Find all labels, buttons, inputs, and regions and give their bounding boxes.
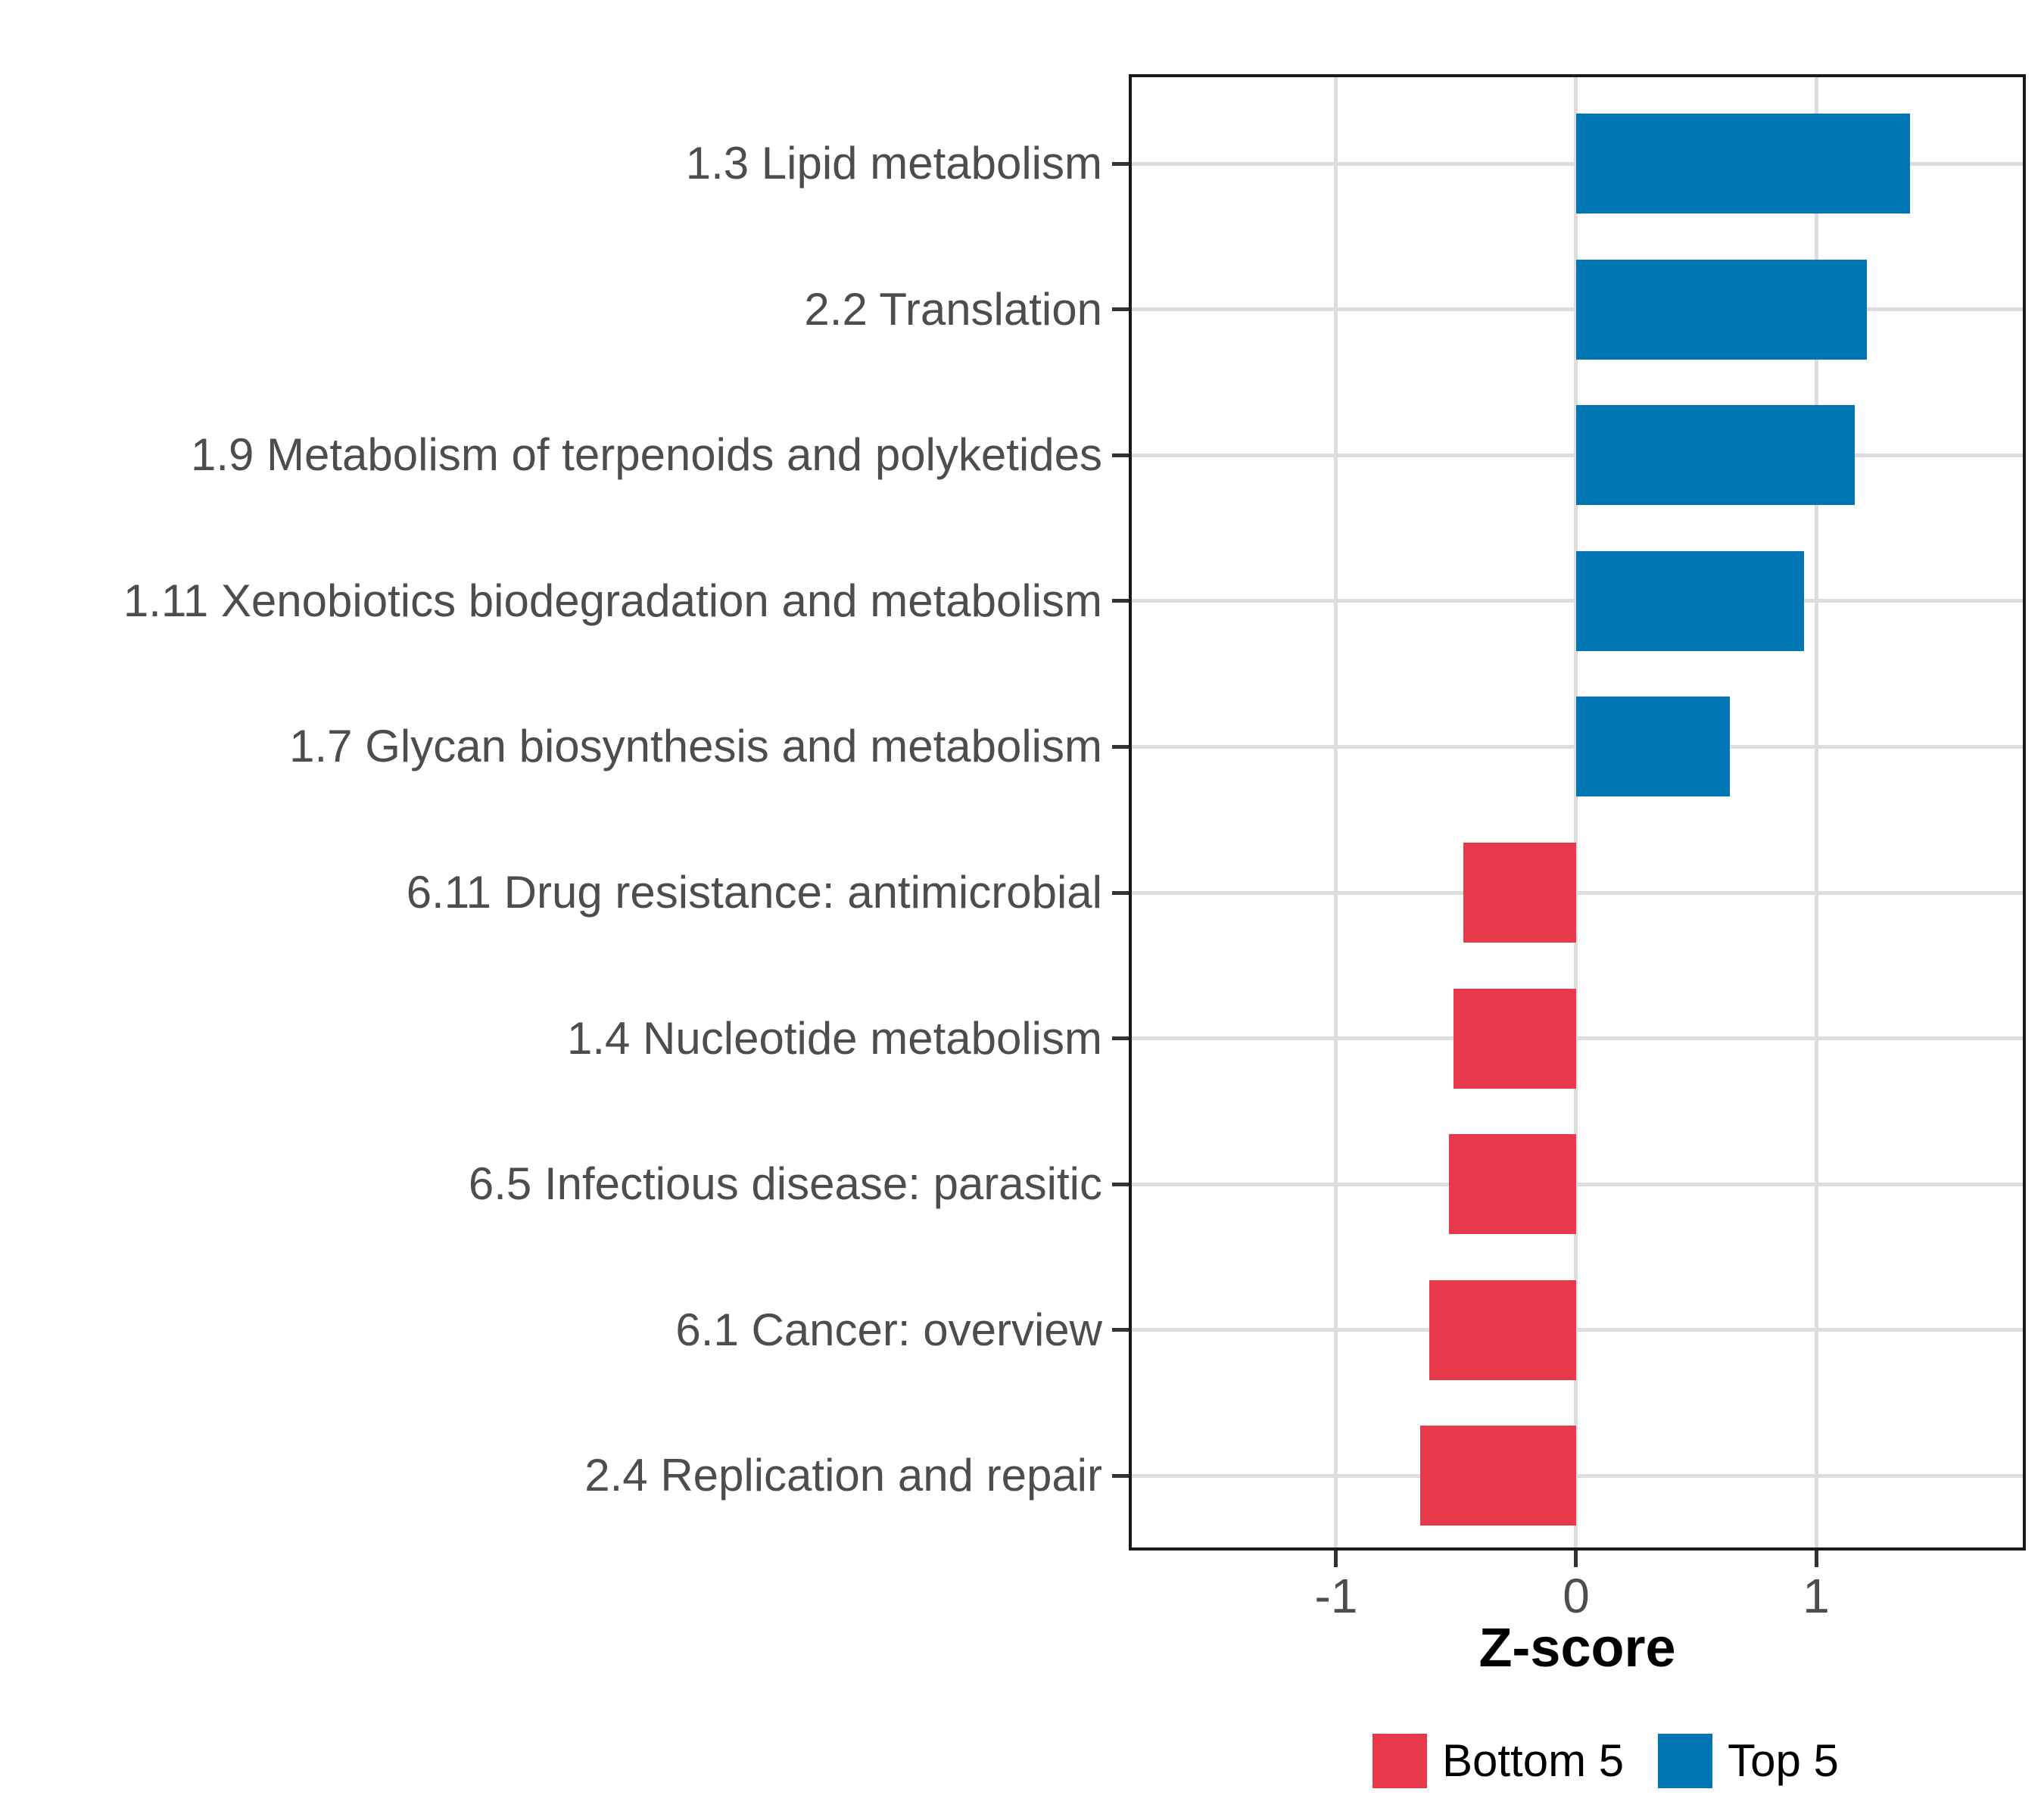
y-axis-tick: [1112, 1036, 1129, 1040]
gridline-vertical: [1334, 77, 1338, 1547]
y-axis-label: 2.2 Translation: [804, 284, 1102, 335]
y-axis-tick: [1112, 599, 1129, 603]
legend-label: Bottom 5: [1442, 1735, 1625, 1786]
y-axis-label: 2.4 Replication and repair: [584, 1450, 1102, 1501]
y-axis-label: 6.5 Infectious disease: parasitic: [468, 1158, 1102, 1209]
legend-label: Top 5: [1728, 1735, 1839, 1786]
x-axis-tick-label: 0: [1563, 1569, 1590, 1623]
x-axis-tick-label: -1: [1314, 1569, 1358, 1623]
bar: [1576, 697, 1730, 796]
y-axis-label: 1.11 Xenobiotics biodegradation and meta…: [123, 575, 1102, 626]
y-axis-label: 1.7 Glycan biosynthesis and metabolism: [289, 721, 1102, 771]
gridline-vertical: [1815, 77, 1818, 1547]
y-axis-label: 1.4 Nucleotide metabolism: [566, 1013, 1102, 1064]
y-axis-tick: [1112, 891, 1129, 895]
bar: [1576, 405, 1855, 505]
y-axis-label: 1.3 Lipid metabolism: [685, 138, 1102, 189]
legend: Bottom 5 Top 5: [1373, 1734, 1839, 1788]
bar: [1576, 551, 1804, 651]
y-axis-label: 1.9 Metabolism of terpenoids and polyket…: [190, 429, 1102, 480]
y-axis-tick: [1112, 745, 1129, 749]
bar: [1576, 260, 1867, 360]
x-axis-tick: [1574, 1551, 1578, 1567]
y-axis-tick: [1112, 1474, 1129, 1478]
y-axis-tick: [1112, 1183, 1129, 1186]
gridline-vertical: [1574, 77, 1578, 1547]
bar: [1454, 989, 1576, 1089]
y-axis-label: 6.1 Cancer: overview: [675, 1304, 1102, 1355]
legend-swatch: [1373, 1734, 1427, 1788]
x-axis-title: Z-score: [1478, 1618, 1676, 1678]
bar: [1576, 114, 1910, 213]
y-axis-tick: [1112, 1328, 1129, 1332]
x-axis-tick-label: 1: [1803, 1569, 1830, 1623]
plot-panel: [1129, 74, 2026, 1551]
legend-item: Bottom 5: [1373, 1734, 1624, 1788]
y-axis-tick: [1112, 162, 1129, 166]
y-axis-tick: [1112, 307, 1129, 311]
x-axis-tick: [1334, 1551, 1338, 1567]
bar: [1463, 843, 1576, 943]
bar: [1429, 1280, 1576, 1380]
y-axis-label: 6.11 Drug resistance: antimicrobial: [406, 867, 1102, 918]
legend-item: Top 5: [1658, 1734, 1839, 1788]
x-axis-tick: [1815, 1551, 1818, 1567]
y-axis-tick: [1112, 453, 1129, 457]
bar: [1420, 1426, 1576, 1526]
legend-swatch: [1658, 1734, 1713, 1788]
bar: [1449, 1134, 1576, 1234]
